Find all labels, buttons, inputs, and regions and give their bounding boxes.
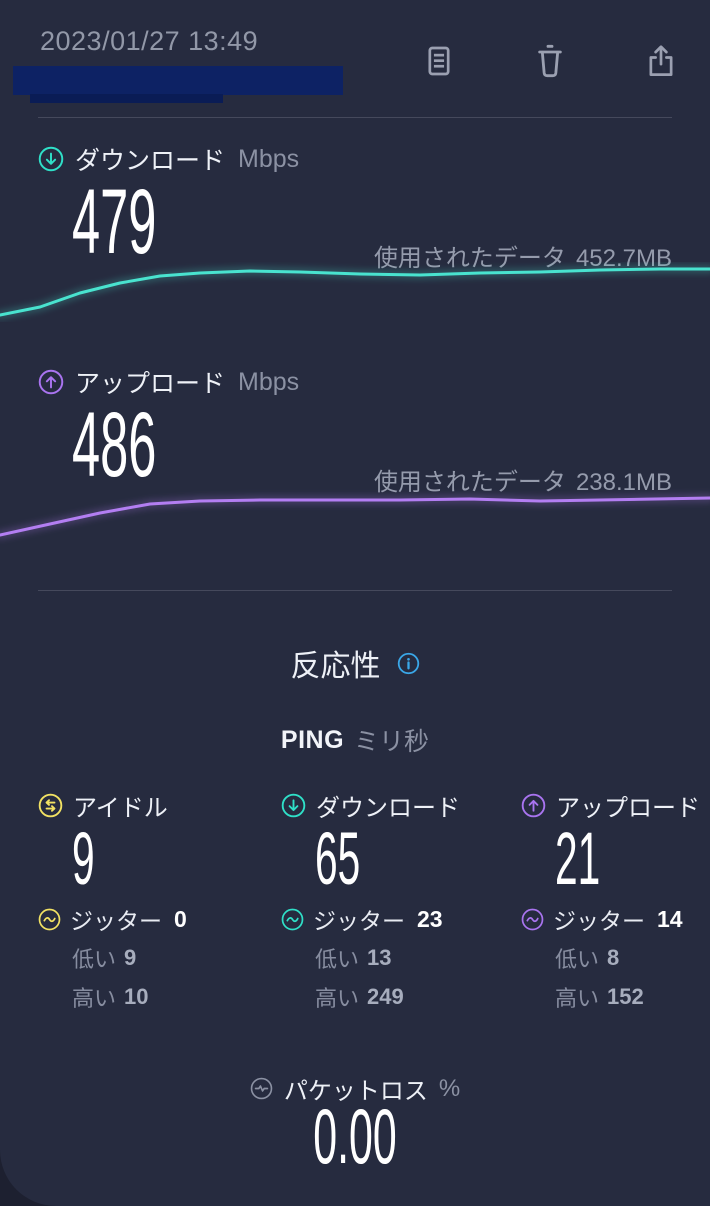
redacted-network-info-secondary <box>30 94 223 103</box>
ping-download-header: ダウンロード <box>281 788 471 823</box>
ping-column-idle: アイドル 9 ジッター 0 低い 9 高い 10 <box>38 788 228 1028</box>
responsiveness-title: 反応性 <box>290 650 381 683</box>
high-label: 高い <box>315 986 360 1011</box>
ping-upload-jitter: ジッター 14 <box>521 902 683 936</box>
high-value: 152 <box>607 984 644 1009</box>
jitter-icon <box>281 908 304 931</box>
jitter-icon <box>38 908 61 931</box>
jitter-icon <box>521 908 544 931</box>
idle-value: 9 <box>72 817 95 900</box>
ping-upload-value: 21 <box>555 817 601 900</box>
ping-download-high: 高い 249 <box>315 981 404 1013</box>
ping-header: PING ミリ秒 <box>0 722 710 758</box>
low-value: 9 <box>124 945 137 970</box>
ping-download-jitter: ジッター 23 <box>281 902 443 936</box>
packet-loss-value: 0.00 <box>313 1092 397 1180</box>
upload-unit: Mbps <box>238 367 300 396</box>
upload-section-header: アップロード Mbps <box>38 364 299 400</box>
upload-data-used-label: 使用されたデータ <box>373 469 566 496</box>
jitter-label: ジッター <box>70 908 162 934</box>
ping-download-label: ダウンロード <box>316 795 460 822</box>
download-speed-curve <box>0 264 710 320</box>
low-label: 低い <box>72 947 117 972</box>
low-label: 低い <box>555 947 600 972</box>
low-value: 8 <box>607 945 620 970</box>
ping-unit: ミリ秒 <box>354 728 430 756</box>
result-timestamp: 2023/01/27 13:49 <box>40 26 259 56</box>
high-label: 高い <box>72 986 117 1011</box>
idle-high: 高い 10 <box>72 981 149 1013</box>
low-value: 13 <box>367 945 392 970</box>
info-icon[interactable] <box>397 652 420 675</box>
jitter-value: 0 <box>174 905 187 932</box>
redacted-network-info <box>13 66 343 95</box>
circle-arrow-up-icon <box>38 369 64 395</box>
download-value: 479 <box>72 171 157 273</box>
high-value: 10 <box>124 984 149 1009</box>
header-divider <box>38 117 672 118</box>
share-result-icon[interactable] <box>642 40 680 82</box>
responsiveness-header: 反応性 <box>0 641 710 685</box>
ping-upload-low: 低い 8 <box>555 942 619 974</box>
ping-upload-label: アップロード <box>556 795 700 822</box>
jitter-label: ジッター <box>553 908 645 934</box>
low-label: 低い <box>315 947 360 972</box>
download-unit: Mbps <box>238 144 300 173</box>
download-data-used-label: 使用されたデータ <box>373 245 566 272</box>
ping-download-value: 65 <box>315 817 361 900</box>
download-section-header: ダウンロード Mbps <box>38 141 299 177</box>
upload-value: 486 <box>72 394 157 496</box>
download-label: ダウンロード <box>75 147 226 175</box>
responsiveness-divider <box>38 590 672 591</box>
ping-upload-high: 高い 152 <box>555 981 644 1013</box>
high-label: 高い <box>555 986 600 1011</box>
upload-data-used-value: 238.1MB <box>575 469 672 496</box>
idle-latency-icon <box>38 793 63 818</box>
packet-loss-icon <box>250 1077 273 1100</box>
packet-loss-header: パケットロス % <box>0 1071 710 1106</box>
ping-upload-header: アップロード <box>521 788 710 823</box>
ping-column-upload: アップロード 21 ジッター 14 低い 8 高い 152 <box>521 788 710 1028</box>
ping-download-low: 低い 13 <box>315 942 392 974</box>
circle-arrow-down-icon <box>38 146 64 172</box>
ping-label: PING <box>280 725 345 754</box>
jitter-value: 23 <box>417 905 443 932</box>
idle-low: 低い 9 <box>72 942 136 974</box>
results-list-icon[interactable] <box>420 40 458 82</box>
upload-label: アップロード <box>75 370 226 398</box>
jitter-label: ジッター <box>313 908 405 934</box>
ping-column-download: ダウンロード 65 ジッター 23 低い 13 高い 249 <box>281 788 471 1028</box>
header-actions <box>420 40 680 82</box>
idle-header: アイドル <box>38 788 228 823</box>
idle-label: アイドル <box>73 795 168 822</box>
idle-jitter: ジッター 0 <box>38 902 187 936</box>
upload-data-used: 使用されたデータ 238.1MB <box>374 462 672 497</box>
packet-loss-unit: % <box>438 1074 461 1102</box>
packet-loss-label: パケットロス <box>283 1078 428 1105</box>
upload-speed-curve <box>0 493 710 540</box>
high-value: 249 <box>367 984 404 1009</box>
circle-arrow-down-icon <box>281 793 306 818</box>
jitter-value: 14 <box>657 905 683 932</box>
circle-arrow-up-icon <box>521 793 546 818</box>
delete-result-icon[interactable] <box>530 40 570 82</box>
